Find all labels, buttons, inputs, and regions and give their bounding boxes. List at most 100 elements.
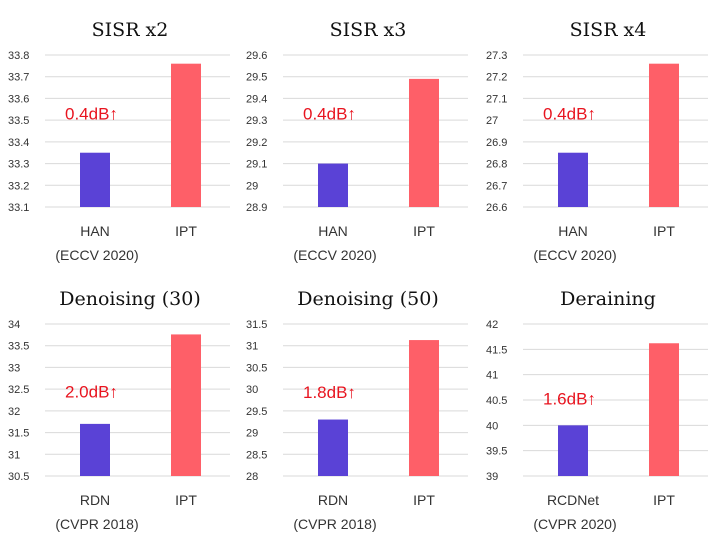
chart-title: SISR x2 [92, 19, 169, 41]
chart-panel: Denoising (30) 30.5 31 31.5 32 32.5 33 33.5 34 RD… [0, 269, 230, 538]
bar-baseline [558, 152, 588, 207]
improvement-annotation: 0.4dB↑ [303, 105, 356, 124]
chart-svg: SISR x3 28.9 29 29.1 29.2 29.3 29.4 29.5 29.6 HAN… [246, 19, 468, 263]
y-tick-label: 29.6 [246, 50, 267, 62]
chart-title: Denoising (50) [297, 288, 439, 310]
improvement-annotation: 0.4dB↑ [65, 105, 118, 124]
y-tick-label: 33.6 [8, 93, 29, 105]
x-category-sublabel: (CVPR 2020) [533, 516, 616, 532]
y-tick-label: 26.8 [486, 159, 507, 171]
y-tick-label: 32.5 [8, 384, 29, 396]
y-tick-label: 29.1 [246, 159, 267, 171]
x-category-label: RCDNet [547, 492, 599, 508]
y-tick-label: 40 [486, 420, 498, 432]
y-tick-label: 30.5 [8, 471, 29, 483]
bar-baseline [558, 425, 588, 476]
chart-panel: Deraining 39 39.5 40 40.5 41 41.5 42 RCDNet (CVPR… [478, 269, 708, 538]
x-category-label: HAN [318, 223, 348, 239]
y-tick-label: 33.5 [8, 341, 29, 353]
chart-svg: Deraining 39 39.5 40 40.5 41 41.5 42 RCDNet (CVPR… [486, 288, 708, 532]
bar-baseline [80, 423, 110, 476]
chart-svg: Denoising (30) 30.5 31 31.5 32 32.5 33 33.5 34 RD… [8, 288, 230, 532]
chart-title: Deraining [560, 288, 656, 310]
y-tick-label: 30 [246, 384, 258, 396]
chart-panel: SISR x3 28.9 29 29.1 29.2 29.3 29.4 29.5 29.6 HAN… [238, 0, 468, 269]
y-tick-label: 33.3 [8, 159, 29, 171]
y-tick-label: 40.5 [486, 395, 507, 407]
y-tick-label: 31 [8, 449, 20, 461]
y-tick-label: 34 [8, 319, 20, 331]
bar-ipt [171, 63, 201, 207]
chart-svg: Denoising (50) 28 28.5 29 29.5 30 30.5 31 31.5 RD… [246, 288, 468, 532]
y-tick-label: 33 [8, 362, 20, 374]
y-tick-label: 27.2 [486, 72, 507, 84]
y-tick-label: 41.5 [486, 344, 507, 356]
y-tick-label: 27.3 [486, 50, 507, 62]
y-tick-label: 27.1 [486, 93, 507, 105]
y-tick-label: 33.2 [8, 180, 29, 192]
y-tick-label: 29.3 [246, 115, 267, 127]
bar-ipt [649, 63, 679, 207]
y-tick-label: 26.6 [486, 202, 507, 214]
chart-title: SISR x4 [570, 19, 647, 41]
bar-ipt [649, 343, 679, 476]
y-tick-label: 29 [246, 428, 258, 440]
y-tick-label: 31 [246, 341, 258, 353]
y-tick-label: 29.5 [246, 72, 267, 84]
improvement-annotation: 0.4dB↑ [543, 105, 596, 124]
chart-panel: Denoising (50) 28 28.5 29 29.5 30 30.5 31 31.5 RD… [238, 269, 468, 538]
y-tick-label: 29.2 [246, 137, 267, 149]
y-tick-label: 26.7 [486, 180, 507, 192]
x-category-label: IPT [653, 492, 675, 508]
chart-title: Denoising (30) [59, 288, 201, 310]
bar-baseline [318, 163, 348, 207]
x-category-label: IPT [175, 223, 197, 239]
y-tick-label: 41 [486, 370, 498, 382]
y-tick-label: 33.8 [8, 50, 29, 62]
x-category-sublabel: (ECCV 2020) [533, 247, 616, 263]
chart-svg: SISR x4 26.6 26.7 26.8 26.9 27 27.1 27.2 27.3 HAN… [486, 19, 708, 263]
y-tick-label: 28 [246, 471, 258, 483]
chart-title: SISR x3 [330, 19, 407, 41]
y-tick-label: 39.5 [486, 446, 507, 458]
y-tick-label: 29 [246, 180, 258, 192]
improvement-annotation: 1.8dB↑ [303, 383, 356, 402]
x-category-sublabel: (CVPR 2018) [55, 516, 138, 532]
y-tick-label: 31.5 [246, 319, 267, 331]
improvement-annotation: 2.0dB↑ [65, 383, 118, 402]
x-category-label: HAN [558, 223, 588, 239]
y-tick-label: 33.5 [8, 115, 29, 127]
x-category-sublabel: (ECCV 2020) [293, 247, 376, 263]
y-tick-label: 27 [486, 115, 498, 127]
x-category-label: HAN [80, 223, 110, 239]
y-tick-label: 33.1 [8, 202, 29, 214]
y-tick-label: 29.5 [246, 406, 267, 418]
x-category-sublabel: (CVPR 2018) [293, 516, 376, 532]
x-category-label: IPT [175, 492, 197, 508]
bar-ipt [409, 78, 439, 207]
y-tick-label: 33.4 [8, 137, 29, 149]
y-tick-label: 28.5 [246, 449, 267, 461]
bar-baseline [318, 419, 348, 476]
y-tick-label: 32 [8, 406, 20, 418]
y-tick-label: 42 [486, 319, 498, 331]
improvement-annotation: 1.6dB↑ [543, 389, 596, 408]
y-tick-label: 31.5 [8, 428, 29, 440]
x-category-label: IPT [653, 223, 675, 239]
chart-panel: SISR x4 26.6 26.7 26.8 26.9 27 27.1 27.2 27.3 HAN… [478, 0, 708, 269]
x-category-label: RDN [80, 492, 110, 508]
bar-baseline [80, 152, 110, 207]
y-tick-label: 26.9 [486, 137, 507, 149]
x-category-label: IPT [413, 223, 435, 239]
y-tick-label: 33.7 [8, 72, 29, 84]
y-tick-label: 28.9 [246, 202, 267, 214]
y-tick-label: 29.4 [246, 93, 267, 105]
x-category-label: IPT [413, 492, 435, 508]
y-tick-label: 30.5 [246, 362, 267, 374]
chart-svg: SISR x2 33.1 33.2 33.3 33.4 33.5 33.6 33.7 33.8 H… [8, 19, 230, 263]
x-category-label: RDN [318, 492, 348, 508]
chart-panel: SISR x2 33.1 33.2 33.3 33.4 33.5 33.6 33.7 33.8 H… [0, 0, 230, 269]
x-category-sublabel: (ECCV 2020) [55, 247, 138, 263]
bar-ipt [409, 340, 439, 476]
bar-ipt [171, 334, 201, 476]
